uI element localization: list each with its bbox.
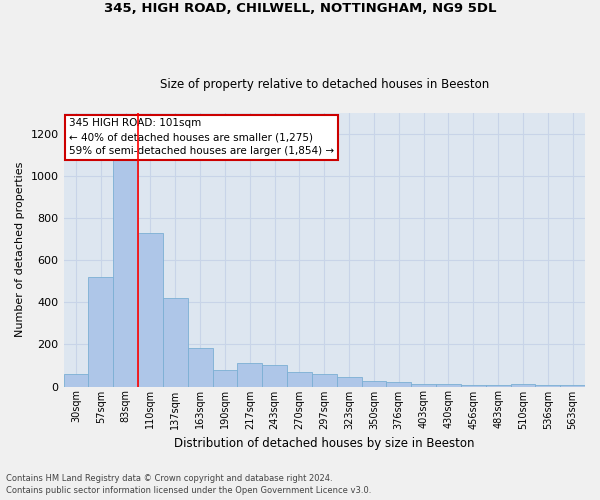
Bar [362, 382, 386, 386]
Y-axis label: Number of detached properties: Number of detached properties [15, 162, 25, 338]
Bar [138, 233, 163, 386]
Bar [113, 134, 138, 386]
X-axis label: Distribution of detached houses by size in Beeston: Distribution of detached houses by size … [174, 437, 475, 450]
Bar [436, 384, 461, 386]
Bar [188, 348, 212, 387]
Bar [411, 384, 436, 386]
Bar [511, 384, 535, 386]
Text: Contains HM Land Registry data © Crown copyright and database right 2024.
Contai: Contains HM Land Registry data © Crown c… [6, 474, 371, 495]
Bar [386, 382, 411, 386]
Text: 345 HIGH ROAD: 101sqm
← 40% of detached houses are smaller (1,275)
59% of semi-d: 345 HIGH ROAD: 101sqm ← 40% of detached … [69, 118, 334, 156]
Bar [238, 364, 262, 386]
Title: Size of property relative to detached houses in Beeston: Size of property relative to detached ho… [160, 78, 489, 91]
Bar [163, 298, 188, 386]
Bar [262, 366, 287, 386]
Bar [337, 377, 362, 386]
Bar [287, 372, 312, 386]
Bar [88, 277, 113, 386]
Text: 345, HIGH ROAD, CHILWELL, NOTTINGHAM, NG9 5DL: 345, HIGH ROAD, CHILWELL, NOTTINGHAM, NG… [104, 2, 496, 16]
Bar [212, 370, 238, 386]
Bar [312, 374, 337, 386]
Bar [64, 374, 88, 386]
